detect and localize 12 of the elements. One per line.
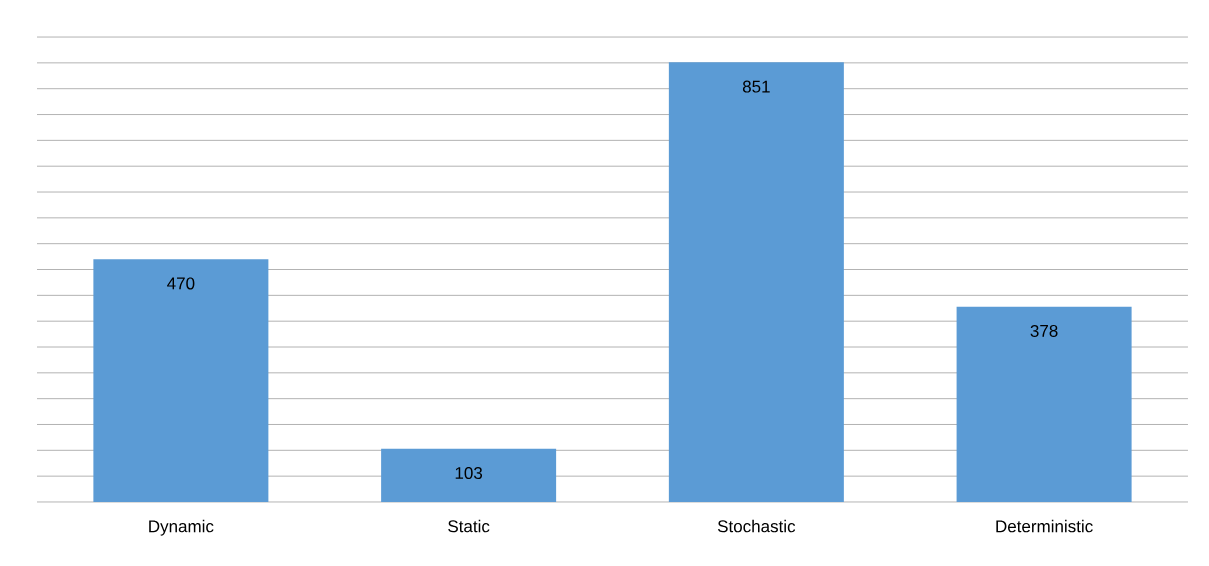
data-label: 378	[1030, 324, 1058, 337]
bar	[956, 306, 1132, 502]
x-tick-label: Dynamic	[149, 519, 214, 536]
data-label: 103	[455, 466, 483, 480]
bar	[381, 448, 557, 502]
bar	[93, 259, 269, 502]
data-label: 851	[742, 80, 770, 93]
data-label: 470	[167, 277, 195, 290]
bar	[668, 62, 844, 502]
x-tick-label: Deterministic	[996, 519, 1093, 533]
x-tick-label: Stochastic	[717, 519, 796, 533]
x-tick-label: Static	[448, 519, 490, 533]
